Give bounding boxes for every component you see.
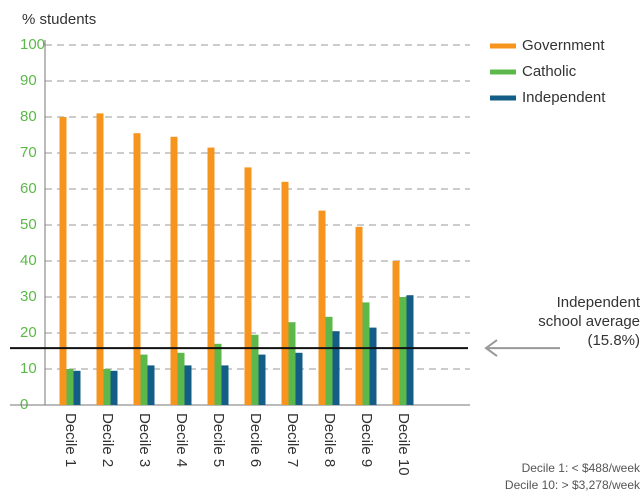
y-tick-label: 90 [20, 72, 37, 89]
bar [96, 113, 104, 406]
bar [103, 369, 111, 405]
y-tick-label: 10 [20, 360, 37, 377]
annotation: school average [538, 313, 640, 330]
bar [66, 369, 74, 405]
bar [177, 352, 185, 405]
bar [369, 327, 377, 405]
arrow-head [484, 339, 498, 357]
y-tick-label: 70 [20, 144, 37, 161]
bar [295, 352, 303, 405]
y-axis-label: % students [22, 11, 96, 28]
x-tick-label: Decile 5 [210, 413, 227, 467]
bar [281, 181, 289, 405]
bar [59, 117, 67, 405]
bar [73, 370, 81, 405]
bar [355, 226, 363, 405]
bar [392, 261, 400, 405]
y-tick-label: 80 [20, 108, 37, 125]
bar [406, 295, 414, 405]
x-tick-label: Decile 7 [284, 413, 301, 467]
bar [362, 302, 370, 405]
x-tick-label: Decile 3 [136, 413, 153, 467]
y-tick-label: 100 [20, 36, 45, 53]
bar [332, 331, 340, 405]
bar [147, 365, 155, 405]
annotation: Independent [557, 294, 641, 311]
bar [251, 334, 259, 405]
x-tick-label: Decile 6 [247, 413, 264, 467]
bar [140, 354, 148, 405]
bar [110, 370, 118, 405]
bar [184, 365, 192, 405]
x-tick-label: Decile 1 [62, 413, 79, 467]
bar [207, 147, 215, 405]
legend-label: Independent [522, 89, 606, 106]
bar [244, 167, 252, 405]
x-tick-label: Decile 2 [99, 413, 116, 467]
bar [399, 297, 407, 405]
x-tick-label: Decile 8 [321, 413, 338, 467]
y-tick-label: 20 [20, 324, 37, 341]
annotation: (15.8%) [587, 332, 640, 349]
y-tick-label: 30 [20, 288, 37, 305]
x-tick-label: Decile 10 [395, 413, 412, 476]
y-tick-label: 60 [20, 180, 37, 197]
note: Decile 1: < $488/week [522, 461, 641, 475]
bar [214, 343, 222, 405]
bar [170, 136, 178, 406]
x-tick-label: Decile 4 [173, 413, 190, 467]
bar [288, 322, 296, 405]
bar [258, 354, 266, 405]
bar [133, 133, 141, 405]
y-tick-label: 50 [20, 216, 37, 233]
bar [221, 365, 229, 405]
bar [318, 210, 326, 405]
bar [325, 316, 333, 405]
y-tick-label: 40 [20, 252, 37, 269]
legend-label: Government [522, 37, 605, 54]
x-tick-label: Decile 9 [358, 413, 375, 467]
y-tick-label: 0 [20, 396, 28, 413]
note: Decile 10: > $3,278/week [505, 478, 641, 492]
legend-label: Catholic [522, 63, 577, 80]
